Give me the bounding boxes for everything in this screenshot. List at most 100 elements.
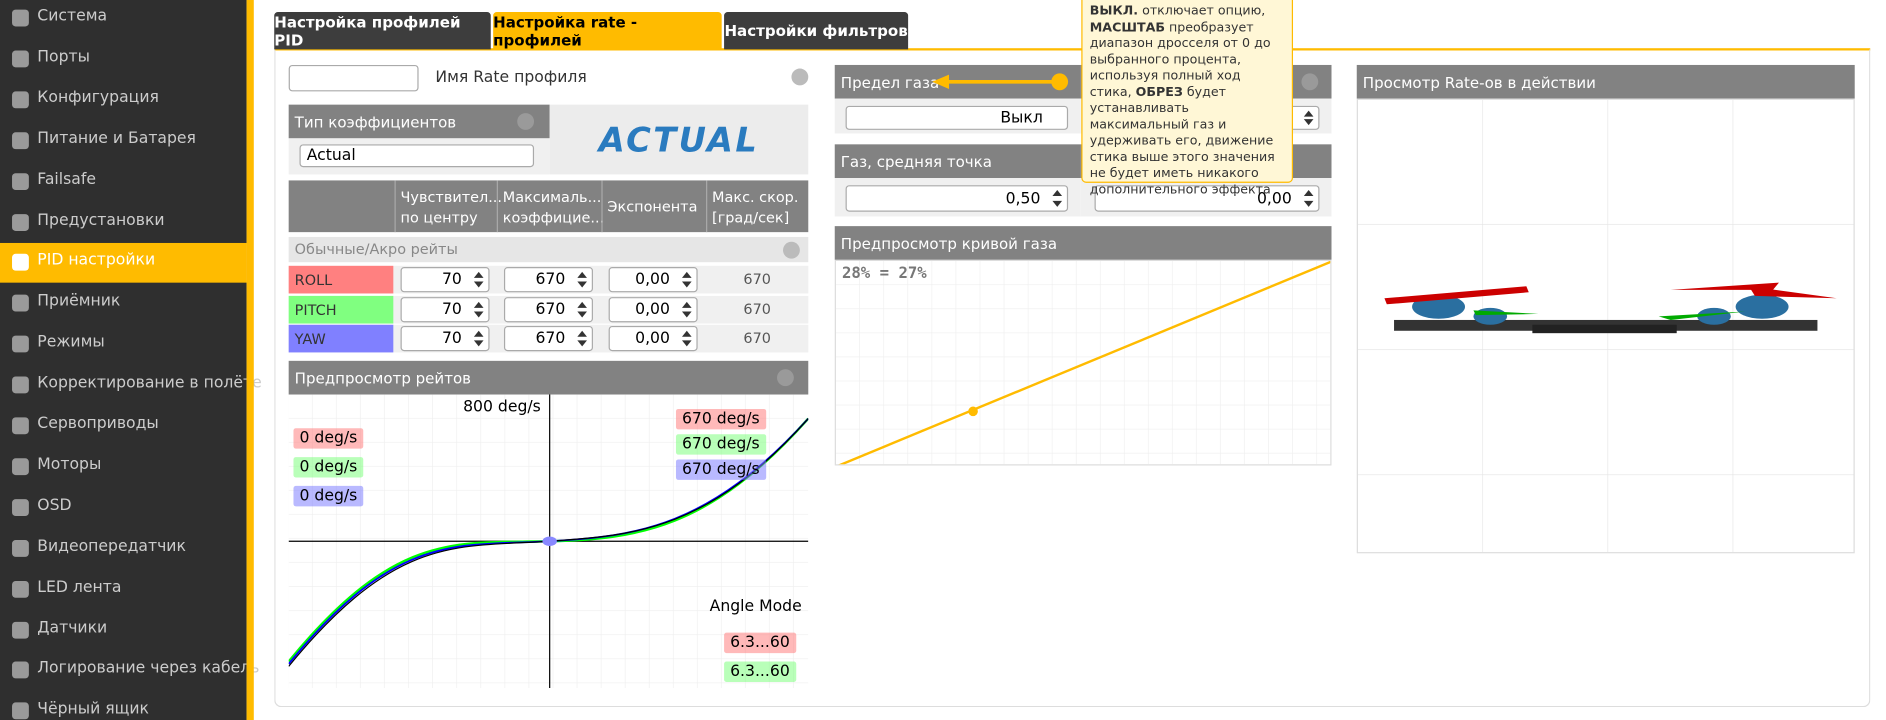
spin-up bbox=[681, 330, 692, 337]
menu-item[interactable]: Failsafe bbox=[37, 170, 96, 189]
value: 670 bbox=[535, 329, 566, 348]
menu-icon bbox=[12, 498, 29, 516]
current-rate: 0 deg/s bbox=[293, 428, 364, 449]
table-header bbox=[288, 180, 809, 233]
menu-item[interactable]: PID настройки bbox=[37, 251, 156, 270]
column-header: [град/сек] bbox=[712, 209, 790, 227]
throttle-mid-input[interactable]: 0,50 bbox=[845, 185, 1069, 212]
spin-up bbox=[577, 271, 587, 278]
number-input[interactable]: 0,00 bbox=[608, 296, 698, 322]
spin-up bbox=[681, 301, 692, 308]
throttle-readout: 28% = 27% bbox=[841, 264, 927, 283]
rate-preview-header: Предпросмотр рейтов bbox=[288, 360, 809, 395]
menu-item[interactable]: Чёрный ящик bbox=[37, 700, 149, 719]
spin-down bbox=[577, 310, 587, 317]
menu-item[interactable]: OSD bbox=[37, 496, 72, 515]
rates-type-select[interactable]: Actual bbox=[299, 144, 535, 168]
number-input[interactable]: 0,00 bbox=[608, 267, 698, 293]
value: 0,00 bbox=[635, 270, 670, 289]
menu-item[interactable]: Датчики bbox=[37, 618, 108, 637]
tab[interactable]: Настройка rate - профилей bbox=[493, 12, 722, 50]
spin-down bbox=[473, 281, 484, 288]
menu-item[interactable]: Сервоприводы bbox=[37, 414, 159, 434]
tooltip-text: МАСШТАБ bbox=[1089, 19, 1165, 35]
tooltip-text: ОБРЕЗ bbox=[1135, 84, 1183, 100]
value: 670 bbox=[535, 300, 566, 319]
preview3d bbox=[1356, 98, 1855, 554]
spin-up bbox=[577, 330, 587, 337]
axis-cell: PITCH bbox=[288, 295, 394, 323]
logo: ACTUAL bbox=[598, 119, 760, 160]
spin-down bbox=[681, 310, 692, 317]
help-icon[interactable] bbox=[783, 241, 800, 259]
value: 70 bbox=[441, 300, 462, 319]
menu-icon bbox=[12, 702, 29, 720]
help-icon[interactable] bbox=[517, 113, 535, 130]
throttle-mid-header: Газ, средняя точка bbox=[834, 144, 1081, 179]
max-rate-label: 670 deg/s bbox=[675, 408, 766, 430]
number-input[interactable]: 70 bbox=[400, 325, 490, 352]
menu-icon bbox=[12, 172, 29, 190]
tooltip: ВЫКЛ. отключает опцию, МАСШТАБ преобразу… bbox=[1081, 0, 1294, 197]
menu-item[interactable]: Питание и Батарея bbox=[37, 129, 196, 148]
menu-item[interactable]: Корректирование в полёте bbox=[37, 374, 262, 393]
throttle-limit-select[interactable]: Выкл bbox=[845, 105, 1069, 130]
profile-name-input[interactable] bbox=[288, 64, 419, 92]
col-sep bbox=[496, 180, 498, 233]
rates-type-header: Тип коэффициентов bbox=[288, 104, 550, 139]
value: 0,00 bbox=[635, 300, 670, 319]
menu-item[interactable]: Режимы bbox=[37, 333, 105, 352]
menu-item[interactable]: Приёмник bbox=[37, 292, 121, 311]
help-icon[interactable] bbox=[777, 369, 794, 387]
spin-down bbox=[681, 281, 692, 288]
column-header: по центру bbox=[400, 209, 478, 227]
number-input[interactable]: 670 bbox=[503, 296, 593, 322]
tab[interactable]: Настройки фильтров bbox=[724, 12, 909, 50]
active-highlight bbox=[0, 243, 247, 284]
number-input[interactable]: 0,00 bbox=[608, 325, 698, 352]
max-rate-label: 670 deg/s bbox=[675, 434, 766, 455]
menu-item[interactable]: Система bbox=[37, 7, 108, 26]
menu-icon bbox=[12, 335, 29, 353]
menu-icon bbox=[12, 254, 29, 272]
help-icon[interactable] bbox=[791, 68, 809, 86]
max-rate-label: 670 deg/s bbox=[675, 459, 766, 480]
value: 670 bbox=[535, 270, 566, 289]
menu-item[interactable]: Порты bbox=[37, 47, 91, 67]
col-sep bbox=[706, 180, 708, 233]
menu-item[interactable]: Предустановки bbox=[37, 211, 165, 230]
pointer-arrow bbox=[932, 73, 1069, 91]
menu-icon bbox=[12, 539, 29, 557]
tab[interactable]: Настройка профилей PID bbox=[274, 12, 491, 50]
max-rate: 670 bbox=[743, 270, 771, 288]
menu-item[interactable]: Конфигурация bbox=[37, 88, 159, 107]
menu-icon bbox=[12, 295, 29, 312]
number-input[interactable]: 670 bbox=[503, 325, 593, 352]
axis-cell: ROLL bbox=[288, 265, 394, 294]
sidebar-edge bbox=[246, 0, 254, 720]
preview3d-header: Просмотр Rate-ов в действии bbox=[1356, 64, 1855, 99]
number-input[interactable]: 0,00 bbox=[1094, 185, 1320, 212]
menu-icon bbox=[12, 131, 29, 149]
column-header: Чувствител... bbox=[400, 188, 502, 206]
menu-item[interactable]: Логирование через кабель bbox=[37, 659, 260, 678]
spin-down bbox=[473, 340, 484, 347]
menu-icon bbox=[12, 213, 29, 231]
current-rate: 0 deg/s bbox=[293, 485, 364, 507]
menu-item[interactable]: Видеопередатчик bbox=[37, 537, 186, 556]
number-input[interactable]: 70 bbox=[400, 267, 490, 293]
number-input[interactable]: 70 bbox=[400, 296, 490, 322]
menu-item[interactable]: Моторы bbox=[37, 455, 102, 474]
menu-icon bbox=[12, 91, 29, 109]
spin-down bbox=[577, 340, 587, 347]
number-input[interactable]: 670 bbox=[503, 267, 593, 293]
max-rate: 670 bbox=[743, 300, 771, 317]
menu-item[interactable]: LED лента bbox=[37, 578, 122, 597]
throttle-curve-chart bbox=[834, 259, 1332, 466]
help-icon[interactable] bbox=[1301, 73, 1319, 91]
value: 0,00 bbox=[1256, 189, 1292, 208]
profile-name-label: Имя Rate профиля bbox=[435, 68, 587, 87]
max-label: 800 deg/s bbox=[463, 398, 541, 417]
col-sep bbox=[601, 180, 603, 233]
